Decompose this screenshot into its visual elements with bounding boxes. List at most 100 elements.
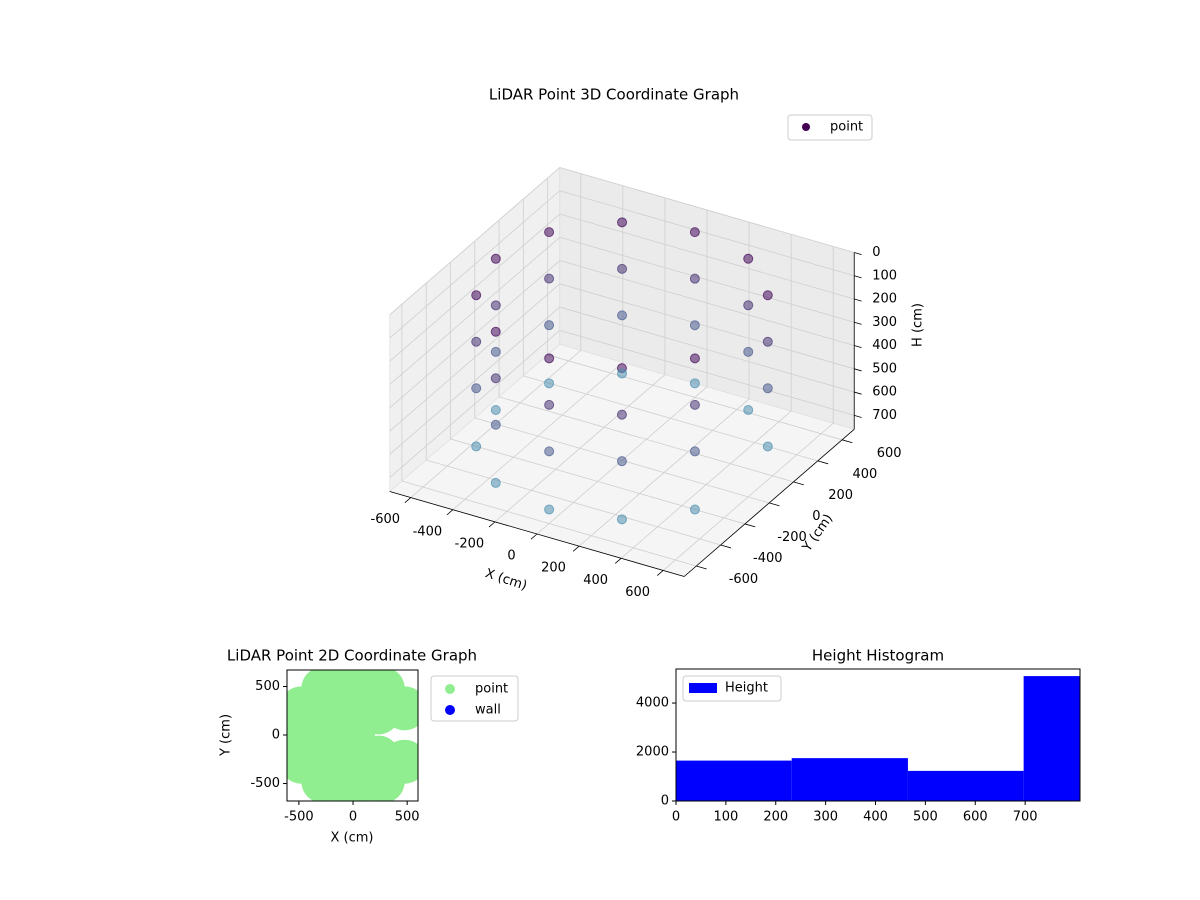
tick-mark (854, 298, 862, 302)
y-tick-label: -400 (753, 551, 783, 566)
y-tick-label: 4000 (636, 696, 669, 711)
tick-mark (530, 533, 538, 540)
point (689, 353, 700, 364)
point (490, 373, 501, 384)
y-tick-label: 0 (812, 509, 820, 524)
point (544, 399, 555, 410)
x-tick-label: 200 (541, 561, 566, 576)
point (331, 713, 376, 758)
point (544, 227, 555, 238)
x-tick-label: 100 (713, 810, 738, 825)
x-axis-line (389, 491, 685, 577)
tick-mark (854, 321, 862, 325)
chart-title: LiDAR Point 2D Coordinate Graph (227, 647, 477, 665)
tick-mark (446, 509, 454, 516)
bar (791, 758, 908, 801)
grid-line (389, 283, 561, 432)
point (471, 290, 482, 301)
point (471, 441, 482, 452)
z-tick-label: 200 (872, 292, 897, 307)
point (743, 404, 754, 415)
x-tick-label: 300 (813, 810, 838, 825)
x-tick-label: 600 (625, 585, 650, 600)
grid-line (559, 167, 855, 253)
plot-area (287, 670, 418, 801)
point (689, 320, 700, 331)
z-tick-label: 100 (872, 268, 897, 283)
point (689, 227, 700, 238)
point (617, 263, 628, 274)
grid-line (426, 459, 721, 546)
axes-frame (675, 668, 1081, 802)
x-tick-label: -500 (284, 810, 314, 825)
tick-mark (854, 275, 862, 279)
tick-mark (769, 502, 780, 507)
grid-line (559, 213, 855, 300)
y-axis-line (683, 428, 855, 577)
legend-label: wall (475, 703, 501, 718)
grid-line (559, 236, 855, 323)
point (762, 336, 773, 347)
x-tick-label: 0 (507, 549, 515, 564)
y-tick-label: 500 (255, 679, 280, 694)
y-tick-label: 400 (852, 467, 877, 482)
point (490, 253, 501, 264)
x-axis-label: X (cm) (331, 831, 374, 846)
grid-line (389, 236, 561, 385)
y-tick-label: -600 (729, 572, 759, 587)
legend-marker (802, 123, 810, 131)
tick-mark (854, 252, 862, 255)
grid-line (559, 306, 855, 393)
x-tick-label: 600 (963, 810, 988, 825)
z-tick-label: 0 (872, 245, 880, 260)
grid-line (401, 480, 697, 567)
point (544, 320, 555, 331)
grid-line (559, 283, 855, 370)
z-axis-label: H (cm) (911, 303, 926, 347)
grid-line (498, 396, 794, 483)
grid-line (559, 260, 855, 346)
x-tick-label: -200 (455, 536, 485, 551)
point (490, 300, 501, 311)
tick-mark (854, 345, 862, 349)
x-tick-label: 400 (583, 573, 608, 588)
tick-mark (841, 439, 853, 444)
bar (907, 770, 1024, 801)
y-tick-label: -500 (250, 776, 280, 791)
x-tick-label: 500 (913, 810, 938, 825)
x-tick-label: 0 (349, 810, 357, 825)
point (762, 290, 773, 301)
x-axis-label: X (cm) (483, 566, 529, 594)
point (762, 441, 773, 452)
y-tick-label: -200 (777, 530, 807, 545)
point (490, 326, 501, 337)
tick-mark (817, 460, 829, 465)
tick-mark (488, 521, 496, 528)
legend-marker (445, 684, 455, 694)
tick-mark (696, 565, 707, 570)
grid-line (389, 190, 561, 339)
tick-mark (404, 497, 412, 504)
point (743, 253, 754, 264)
grid-line (559, 190, 855, 277)
y-tick-label: 2000 (636, 745, 669, 760)
x-tick-label: 500 (395, 810, 420, 825)
grid-line (389, 213, 561, 362)
x-tick-label: 0 (672, 810, 680, 825)
point (762, 383, 773, 394)
point (490, 405, 501, 416)
point (544, 353, 555, 364)
x-tick-label: 700 (1013, 810, 1038, 825)
point (490, 346, 501, 357)
y-tick-label: 0 (272, 728, 280, 743)
tick-mark (720, 544, 732, 549)
grid-line (389, 260, 561, 409)
legend-box (430, 675, 519, 722)
chart-title: LiDAR Point 3D Coordinate Graph (489, 86, 739, 104)
y-axis-label: Y (cm) (219, 714, 234, 757)
point (471, 383, 482, 394)
point (689, 378, 700, 389)
point (490, 419, 501, 430)
legend-label: Height (725, 681, 768, 696)
